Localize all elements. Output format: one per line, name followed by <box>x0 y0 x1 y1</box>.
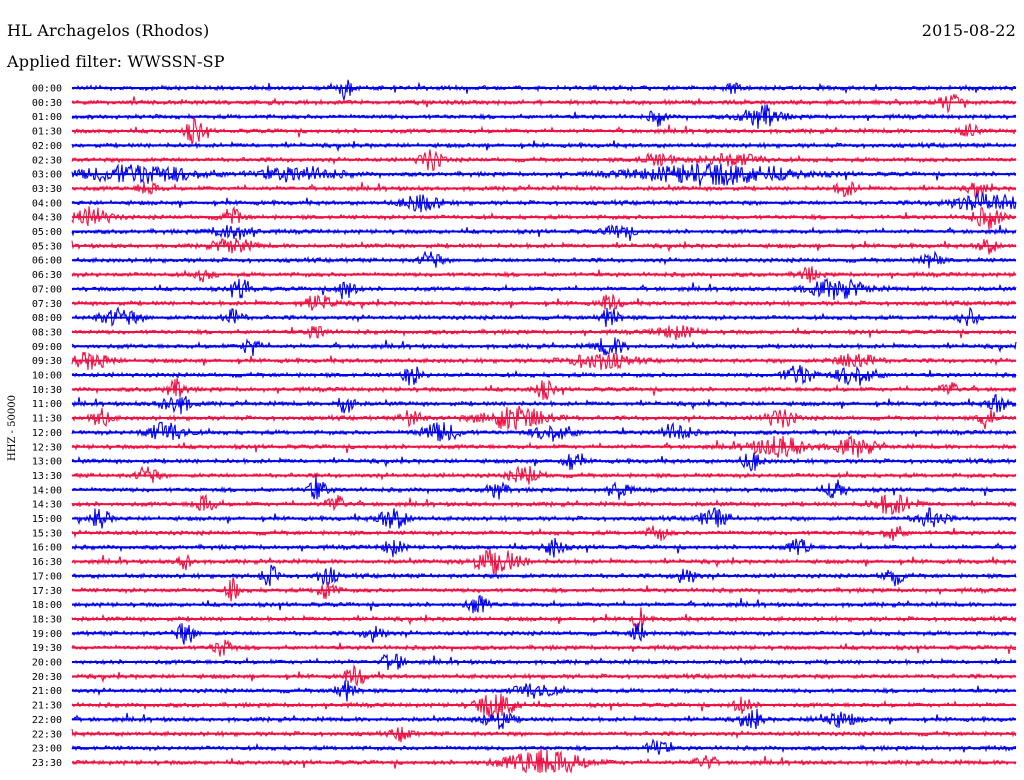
tick-label: 22:00 <box>32 715 62 726</box>
trace-line <box>71 181 1017 199</box>
date-label: 2015-08-22 <box>921 21 1016 40</box>
station-title: HL Archagelos (Rhodos) <box>7 21 210 40</box>
tick-label: 01:30 <box>32 127 62 138</box>
tick-label: 15:30 <box>32 528 62 539</box>
tick-label: 06:00 <box>32 256 62 267</box>
trace-line <box>71 747 1017 775</box>
tick-label: 02:00 <box>32 141 62 152</box>
tick-label: 12:00 <box>32 428 62 439</box>
tick-label: 20:30 <box>32 672 62 683</box>
trace-line <box>71 79 1017 101</box>
tick-label: 22:30 <box>32 729 62 740</box>
tick-label: 23:30 <box>32 758 62 769</box>
tick-label: 02:30 <box>32 155 62 166</box>
tick-label: 05:30 <box>32 241 62 252</box>
tick-label: 01:00 <box>32 112 62 123</box>
filter-line: Applied filter: WWSSN-SP <box>7 52 225 71</box>
filter-value: WWSSN-SP <box>127 52 225 71</box>
tick-label: 19:30 <box>32 643 62 654</box>
y-axis-label: HHZ - 50000 <box>7 395 18 461</box>
tick-label: 15:00 <box>32 514 62 525</box>
tick-label: 21:00 <box>32 686 62 697</box>
tick-label: 14:00 <box>32 485 62 496</box>
tick-label: 18:30 <box>32 614 62 625</box>
tick-label: 18:00 <box>32 600 62 611</box>
tick-label: 20:00 <box>32 658 62 669</box>
tick-label: 11:30 <box>32 414 62 425</box>
tick-label: 08:00 <box>32 313 62 324</box>
tick-label: 10:00 <box>32 371 62 382</box>
tick-label: 19:00 <box>32 629 62 640</box>
trace-line <box>71 224 1017 241</box>
tick-label: 05:00 <box>32 227 62 238</box>
tick-label: 17:00 <box>32 571 62 582</box>
tick-label: 06:30 <box>32 270 62 281</box>
trace-line <box>71 693 1017 720</box>
filter-label: Applied filter: <box>7 52 123 71</box>
tick-label: 13:00 <box>32 457 62 468</box>
tick-label: 07:00 <box>32 284 62 295</box>
tick-label: 11:00 <box>32 399 62 410</box>
trace-line <box>71 475 1017 500</box>
tick-label: 09:30 <box>32 356 62 367</box>
tick-label: 00:00 <box>32 84 62 95</box>
tick-label: 16:30 <box>32 557 62 568</box>
tick-label: 04:30 <box>32 213 62 224</box>
tick-label: 13:30 <box>32 471 62 482</box>
tick-label: 03:30 <box>32 184 62 195</box>
tick-label: 04:00 <box>32 198 62 209</box>
time-tick-labels: 00:00 00:30 01:00 01:30 02:00 02:30 03:00 03:30… <box>32 84 62 769</box>
tick-label: 00:30 <box>32 98 62 109</box>
seismogram-traces <box>71 79 1017 775</box>
tick-label: 08:30 <box>32 327 62 338</box>
tick-label: 07:30 <box>32 299 62 310</box>
tick-label: 14:30 <box>32 500 62 511</box>
tick-label: 12:30 <box>32 442 62 453</box>
tick-label: 17:30 <box>32 586 62 597</box>
tick-label: 10:30 <box>32 385 62 396</box>
tick-label: 03:00 <box>32 170 62 181</box>
tick-label: 16:00 <box>32 543 62 554</box>
tick-label: 09:00 <box>32 342 62 353</box>
tick-label: 23:00 <box>32 744 62 755</box>
tick-label: 21:30 <box>32 701 62 712</box>
